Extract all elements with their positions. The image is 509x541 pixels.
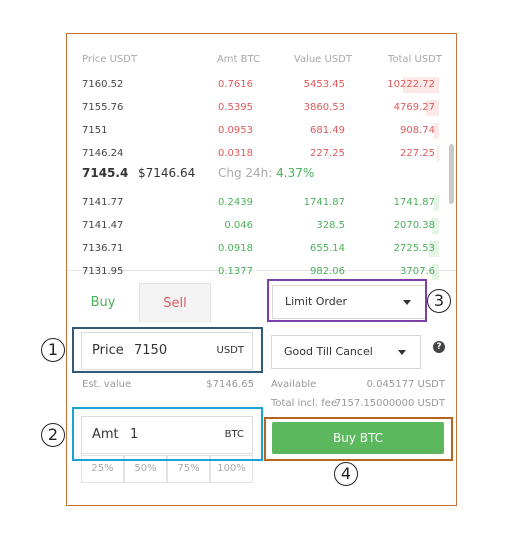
last-price: 7145.4 [82, 166, 129, 180]
bid-price: 7131.95 [82, 266, 124, 277]
time-in-force-value: Good Till Cancel [284, 345, 373, 358]
bid-total: 2725.53 [393, 243, 435, 254]
ask-depth-bar [403, 77, 439, 93]
divider [67, 270, 456, 271]
help-icon[interactable]: ? [433, 341, 445, 353]
bid-amt: 0.0918 [218, 243, 253, 254]
ask-row[interactable]: 7151 0.0953 681.49 908.74 [67, 122, 449, 140]
bid-depth-bar [432, 218, 439, 234]
bid-row[interactable]: 7141.77 0.2439 1741.87 1741.87 [67, 194, 449, 212]
chevron-down-icon [403, 300, 411, 305]
ask-amt: 0.5395 [218, 102, 253, 113]
ask-total: 227.25 [400, 148, 435, 159]
amount-input-value: 1 [130, 427, 139, 442]
bid-depth-bar [432, 264, 439, 280]
ask-row[interactable]: 7146.24 0.0318 227.25 227.25 [67, 145, 449, 163]
est-value: $7146.65 [206, 379, 254, 390]
bid-value: 328.5 [316, 220, 345, 231]
price-input-unit: USDT [216, 345, 244, 356]
order-book-scrollbar[interactable] [449, 144, 454, 204]
est-value-label: Est. value [82, 379, 132, 390]
bid-total: 2070.38 [393, 220, 435, 231]
ask-value: 3860.53 [303, 102, 345, 113]
ask-value: 227.25 [310, 148, 345, 159]
annotation-badge-3: 3 [427, 289, 451, 313]
available-label: Available [271, 379, 317, 390]
tab-buy[interactable]: Buy [67, 283, 139, 323]
ask-depth-bar [434, 123, 439, 139]
change-24h-label: Chg 24h: [218, 166, 273, 180]
ask-price: 7151 [82, 125, 108, 136]
ask-amt: 0.0953 [218, 125, 253, 136]
annotation-badge-1: 1 [41, 338, 65, 362]
ask-row[interactable]: 7155.76 0.5395 3860.53 4769.27 [67, 99, 449, 117]
amount-input-unit: BTC [224, 429, 244, 440]
ask-total: 4769.27 [393, 102, 435, 113]
amount-input-label: Amt [92, 427, 119, 442]
bid-row[interactable]: 7136.71 0.0918 655.14 2725.53 [67, 240, 449, 258]
order-type-select[interactable]: Limit Order [272, 285, 426, 319]
bid-value: 655.14 [310, 243, 345, 254]
total-fee-value: 7157.15000000 USDT [334, 398, 445, 409]
bid-value: 1741.87 [303, 197, 345, 208]
highlight-buy-button [264, 417, 453, 461]
buy-btc-button[interactable]: Buy BTC [272, 422, 444, 454]
highlight-order-type [267, 279, 427, 322]
ask-total: 908.74 [400, 125, 435, 136]
header-amt: Amt BTC [216, 54, 260, 65]
order-type-value: Limit Order [285, 295, 348, 308]
bid-amt: 0.1377 [218, 266, 253, 277]
change-24h-value: 4.37% [276, 166, 315, 180]
header-price: Price USDT [82, 54, 138, 65]
tab-sell[interactable]: Sell [139, 283, 211, 323]
bid-value: 982.06 [310, 266, 345, 277]
ask-row[interactable]: 7160.52 0.7616 5453.45 10222.72 [67, 76, 449, 94]
ask-price: 7160.52 [82, 79, 124, 90]
bid-amt: 0.046 [224, 220, 253, 231]
price-input-label: Price [92, 343, 124, 358]
price-input-value: 7150 [134, 343, 168, 358]
ask-price: 7155.76 [82, 102, 124, 113]
bid-price: 7141.77 [82, 197, 124, 208]
bid-depth-bar [429, 241, 439, 257]
total-fee-label: Total incl. fee [271, 398, 338, 409]
header-total: Total USDT [387, 54, 442, 65]
bid-row[interactable]: 7131.95 0.1377 982.06 3707.6 [67, 263, 449, 281]
highlight-price-input [72, 327, 263, 373]
ask-total: 10222.72 [387, 79, 435, 90]
ask-amt: 0.0318 [218, 148, 253, 159]
order-book-header: Price USDT Amt BTC Value USDT Total USDT [67, 54, 456, 68]
order-book: Price USDT Amt BTC Value USDT Total USDT… [67, 34, 456, 280]
time-in-force-select[interactable]: Good Till Cancel [271, 335, 421, 369]
ask-value: 5453.45 [303, 79, 345, 90]
bid-depth-bar [434, 195, 439, 211]
annotation-badge-4: 4 [334, 462, 358, 486]
ask-value: 681.49 [310, 125, 345, 136]
highlight-amount-input [72, 407, 263, 461]
ask-depth-bar [426, 100, 439, 116]
ask-depth-bar [437, 146, 439, 162]
change-24h: Chg 24h: 4.37% [218, 162, 314, 184]
last-price-row: 7145.4 $7146.64 Chg 24h: 4.37% [82, 162, 442, 184]
trading-panel: Price USDT Amt BTC Value USDT Total USDT… [66, 33, 457, 506]
available-value: 0.045177 USDT [366, 379, 445, 390]
bid-total: 1741.87 [393, 197, 435, 208]
ask-amt: 0.7616 [218, 79, 253, 90]
bid-amt: 0.2439 [218, 197, 253, 208]
header-value: Value USDT [293, 54, 352, 65]
ask-price: 7146.24 [82, 148, 124, 159]
bid-price: 7141.47 [82, 220, 124, 231]
price-input[interactable]: Price 7150 USDT [81, 332, 253, 370]
annotation-badge-2: 2 [41, 423, 65, 447]
bid-price: 7136.71 [82, 243, 124, 254]
bid-row[interactable]: 7141.47 0.046 328.5 2070.38 [67, 217, 449, 235]
chevron-down-icon [398, 350, 406, 355]
amount-input[interactable]: Amt 1 BTC [81, 416, 253, 454]
last-price-usd: $7146.64 [138, 166, 196, 180]
bid-total: 3707.6 [400, 266, 435, 277]
